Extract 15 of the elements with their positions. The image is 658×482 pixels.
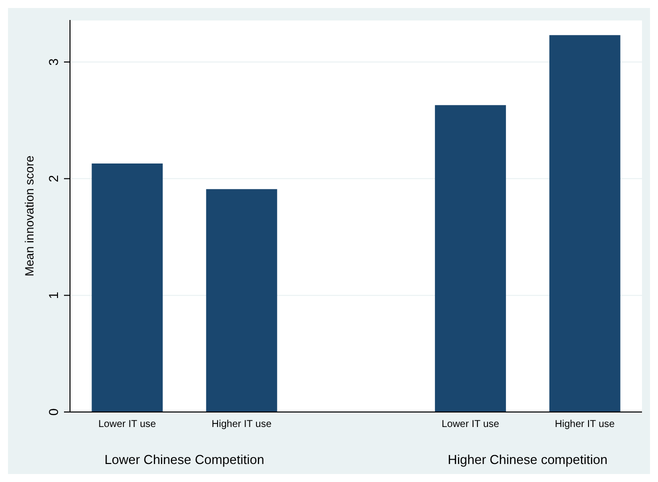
text: Lower Chinese Competition: [104, 452, 266, 467]
y-axis-title: Mean innovation score: [22, 155, 36, 276]
y-tick-label: 2: [46, 175, 61, 182]
y-tick-label: 1: [46, 292, 61, 299]
text: Higher Chinese competition: [446, 452, 608, 467]
bar: [92, 164, 163, 412]
y-tick-label: 0: [46, 408, 61, 416]
x-tick-label: Lower IT use: [442, 419, 500, 430]
bar: [434, 105, 506, 412]
x-tick-label: Lower IT use: [98, 419, 156, 430]
bar: [206, 189, 278, 412]
bar: [549, 35, 620, 412]
x-tick-label: Higher IT use: [212, 419, 272, 430]
y-tick-label: 3: [46, 58, 61, 66]
x-tick-label: Higher IT use: [554, 419, 616, 430]
